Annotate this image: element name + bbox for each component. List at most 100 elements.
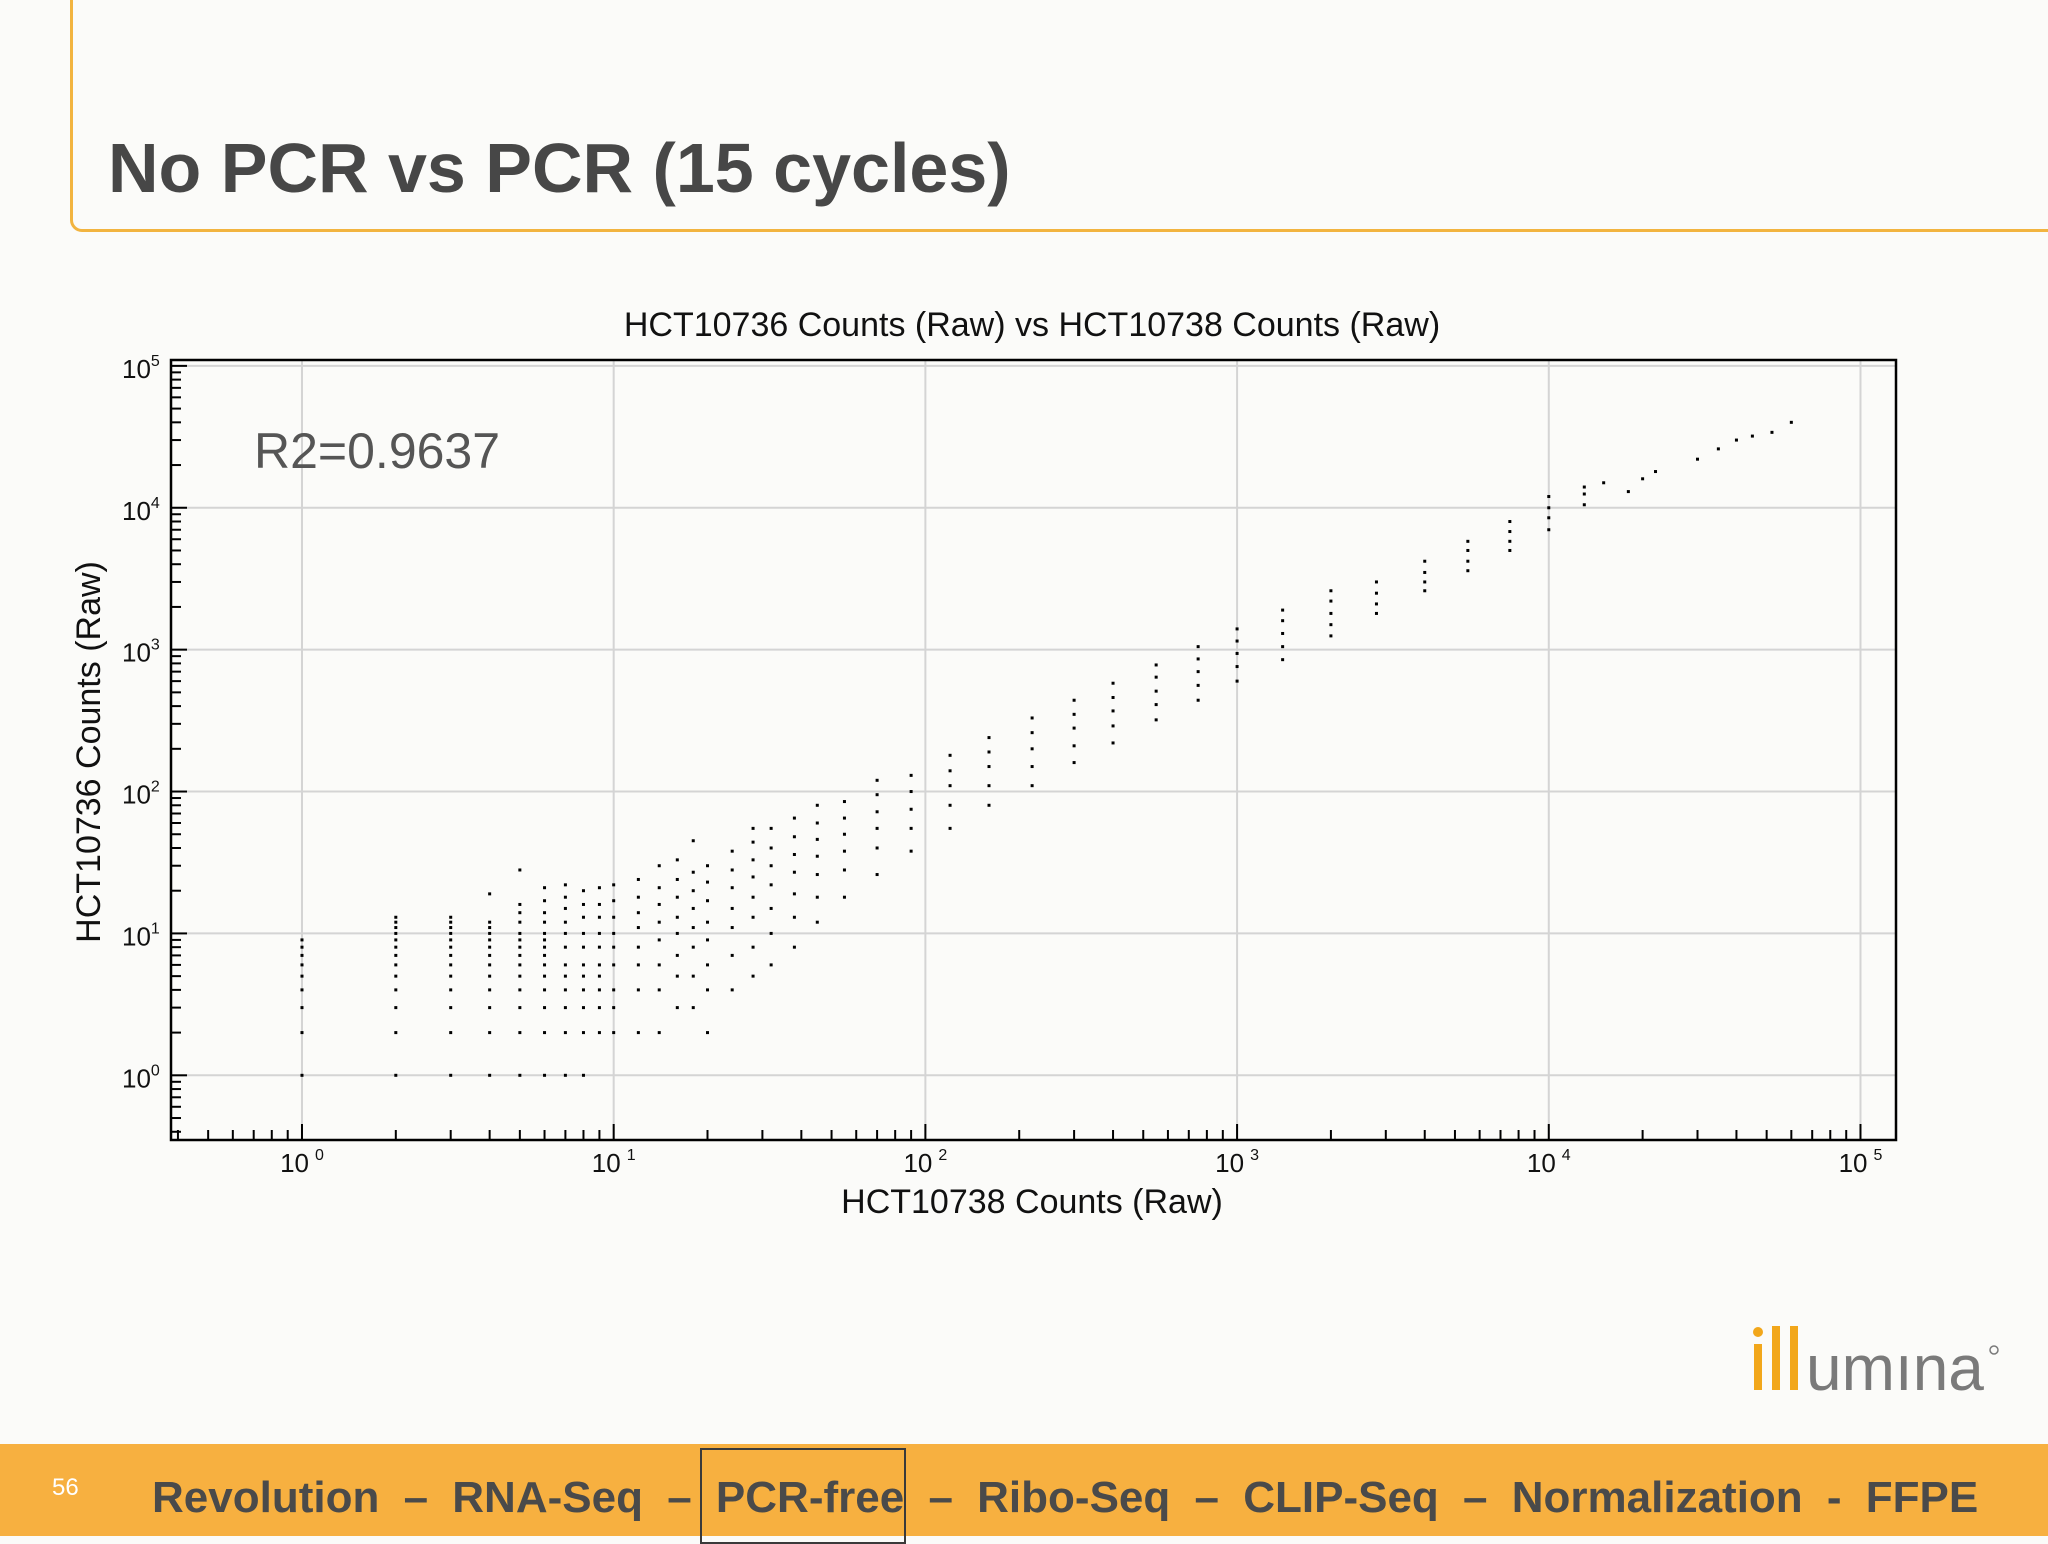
data-point [543, 974, 547, 978]
data-point [875, 873, 879, 877]
data-point [488, 974, 492, 978]
data-point [300, 1031, 304, 1035]
topic-clip-seq[interactable]: CLIP-Seq [1243, 1473, 1439, 1522]
data-point [706, 938, 710, 942]
data-point [691, 974, 695, 978]
data-point [581, 945, 585, 949]
data-point [1329, 589, 1333, 593]
data-point [1423, 570, 1427, 574]
x-tick-label: 10 3 [1215, 1147, 1259, 1178]
data-point [488, 963, 492, 967]
data-point [948, 753, 952, 757]
data-point [842, 832, 846, 836]
data-point [581, 902, 585, 906]
data-point [730, 886, 734, 890]
data-point [1154, 689, 1158, 693]
data-point [1508, 520, 1512, 524]
data-point [1626, 490, 1630, 494]
topic-ffpe[interactable]: FFPE [1865, 1473, 1979, 1522]
data-point [815, 873, 819, 877]
y-tick-label: 104 [122, 495, 160, 526]
data-point [581, 1073, 585, 1077]
topic-pcr-free-current[interactable]: PCR-free [699, 1448, 907, 1544]
data-point [948, 769, 952, 773]
data-point [543, 988, 547, 992]
data-point [792, 892, 796, 896]
data-point [815, 920, 819, 924]
data-point [769, 846, 773, 850]
chart-title: HCT10736 Counts (Raw) vs HCT10738 Counts… [624, 306, 1440, 344]
r2-annotation: R2=0.9637 [254, 423, 500, 479]
data-point [1196, 670, 1200, 674]
data-point [518, 1073, 522, 1077]
data-point [751, 974, 755, 978]
data-point [987, 803, 991, 807]
x-tick-label: 10 2 [903, 1147, 947, 1178]
data-point [657, 886, 661, 890]
data-point [909, 807, 913, 811]
data-point [842, 849, 846, 853]
data-point [449, 1031, 453, 1035]
data-point [875, 846, 879, 850]
data-point [1329, 623, 1333, 627]
data-point [563, 988, 567, 992]
data-point [563, 895, 567, 899]
data-point [675, 877, 679, 881]
data-point [1641, 477, 1645, 481]
data-point [792, 870, 796, 874]
data-point [1235, 665, 1239, 669]
data-point [909, 826, 913, 830]
topic-ribo-seq[interactable]: Ribo-Seq [977, 1473, 1171, 1522]
topic-normalization[interactable]: Normalization [1511, 1473, 1803, 1522]
topic-rna-seq[interactable]: RNA-Seq [452, 1473, 643, 1522]
data-point [769, 864, 773, 868]
data-point [488, 1006, 492, 1010]
y-tick-label: 102 [122, 779, 160, 810]
data-point [1072, 761, 1076, 765]
topic-separator: – [667, 1473, 692, 1522]
data-point [1072, 712, 1076, 716]
data-point [691, 945, 695, 949]
data-point [987, 750, 991, 754]
data-point [1196, 683, 1200, 687]
data-point [488, 953, 492, 957]
data-point [300, 963, 304, 967]
data-point [1154, 718, 1158, 722]
data-point [543, 1006, 547, 1010]
topic-separator: – [1463, 1473, 1488, 1522]
data-point [987, 736, 991, 740]
data-point [909, 849, 913, 853]
data-point [769, 826, 773, 830]
data-point [691, 1006, 695, 1010]
data-point [657, 864, 661, 868]
data-point [1235, 679, 1239, 683]
data-point [563, 906, 567, 910]
data-point [543, 963, 547, 967]
data-point [1111, 695, 1115, 699]
data-point [300, 953, 304, 957]
data-point [563, 1006, 567, 1010]
data-point [1154, 703, 1158, 707]
data-point [1547, 495, 1551, 499]
topic-revolution[interactable]: Revolution [152, 1473, 380, 1522]
data-point [1734, 438, 1738, 442]
chart-grid [171, 360, 1896, 1140]
data-point [636, 963, 640, 967]
data-point [1196, 657, 1200, 661]
data-point [488, 988, 492, 992]
data-point [1196, 698, 1200, 702]
x-tick-label: 10 5 [1839, 1147, 1883, 1178]
data-point [706, 899, 710, 903]
data-point [657, 963, 661, 967]
data-point [449, 963, 453, 967]
y-tick-label: 103 [122, 637, 160, 668]
data-point [543, 886, 547, 890]
data-point [449, 988, 453, 992]
data-point [612, 931, 616, 935]
data-point [543, 911, 547, 915]
data-point [449, 1006, 453, 1010]
data-point [563, 931, 567, 935]
data-point [675, 931, 679, 935]
data-point [394, 1031, 398, 1035]
data-point [597, 1006, 601, 1010]
